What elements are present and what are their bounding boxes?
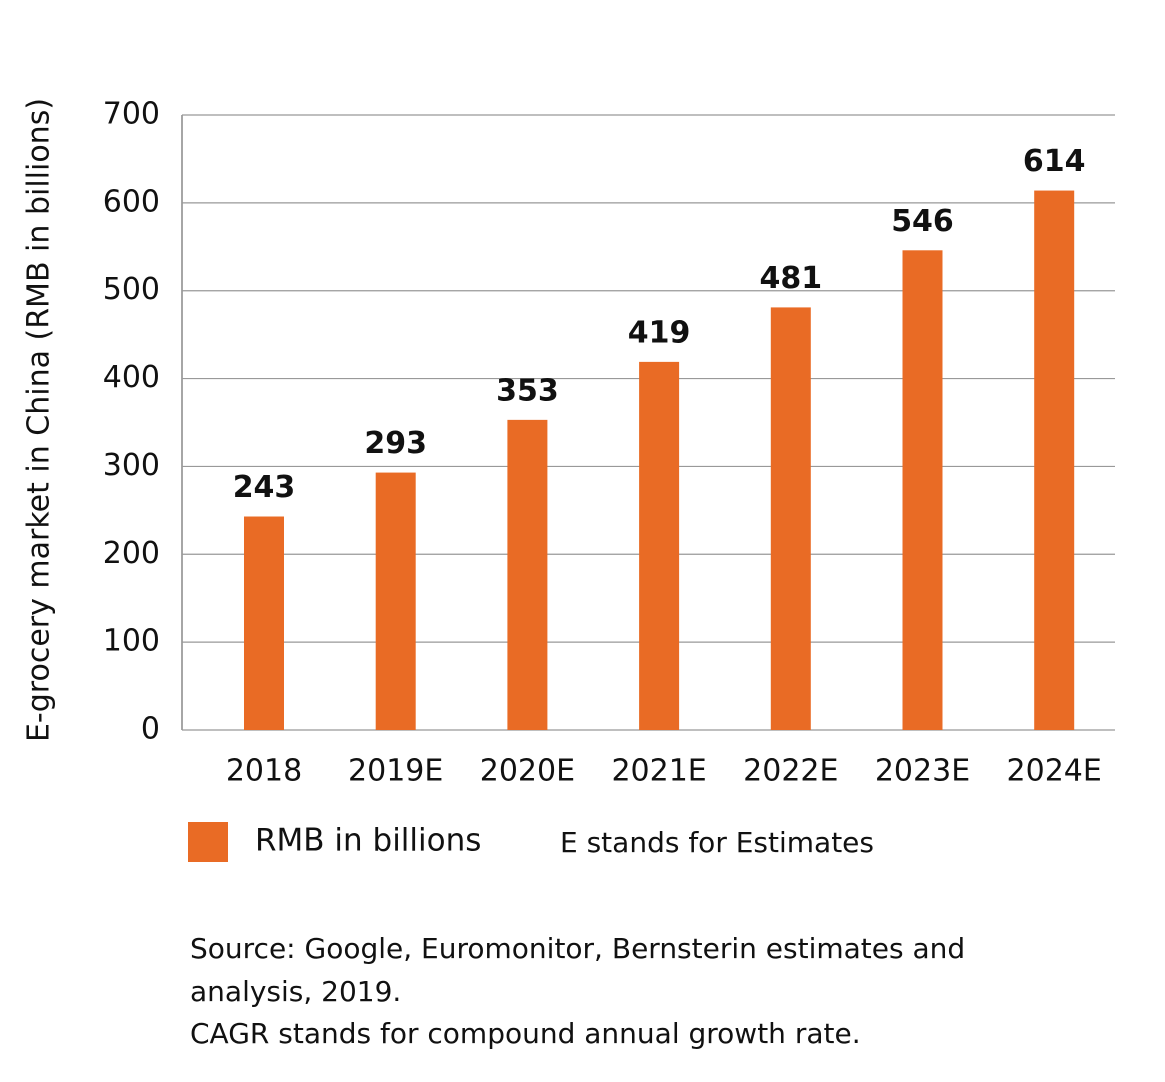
x-tick-label: 2022E [743, 754, 838, 789]
legend-label: RMB in billions [255, 823, 481, 859]
bar [244, 516, 284, 730]
x-tick-label: 2018 [226, 754, 302, 789]
y-tick-label: 100 [103, 624, 160, 659]
source-line: analysis, 2019. [190, 975, 401, 1008]
legend-swatch [188, 822, 228, 862]
bar [770, 307, 811, 730]
value-label: 419 [628, 315, 691, 350]
bar [902, 250, 943, 731]
x-tick-label: 2023E [875, 754, 970, 789]
x-tick-label: 2019E [348, 754, 443, 789]
value-label: 546 [891, 204, 954, 239]
x-tick-label: 2020E [480, 754, 575, 789]
bar [507, 419, 548, 730]
y-tick-label: 400 [103, 360, 160, 395]
bar [375, 472, 416, 730]
x-tick-label: 2021E [611, 754, 706, 789]
y-tick-label: 200 [103, 536, 160, 571]
y-tick-label: 700 [103, 97, 160, 132]
value-label: 614 [1023, 144, 1086, 179]
bar [1034, 190, 1075, 731]
value-label: 243 [233, 470, 296, 505]
y-tick-label: 600 [103, 184, 160, 219]
y-tick-label: 300 [103, 448, 160, 483]
bar [639, 361, 680, 730]
note: E stands for Estimates [560, 826, 874, 859]
x-tick-label: 2024E [1007, 754, 1102, 789]
y-tick-label: 0 [141, 712, 160, 747]
value-label: 293 [364, 426, 427, 461]
source-line: CAGR stands for compound annual growth r… [190, 1017, 861, 1050]
value-label: 353 [496, 373, 559, 408]
y-tick-label: 500 [103, 272, 160, 307]
value-label: 481 [759, 261, 822, 296]
y-axis-label: E-grocery market in China (RMB in billio… [22, 98, 57, 742]
source-line: Source: Google, Euromonitor, Bernsterin … [190, 932, 965, 965]
